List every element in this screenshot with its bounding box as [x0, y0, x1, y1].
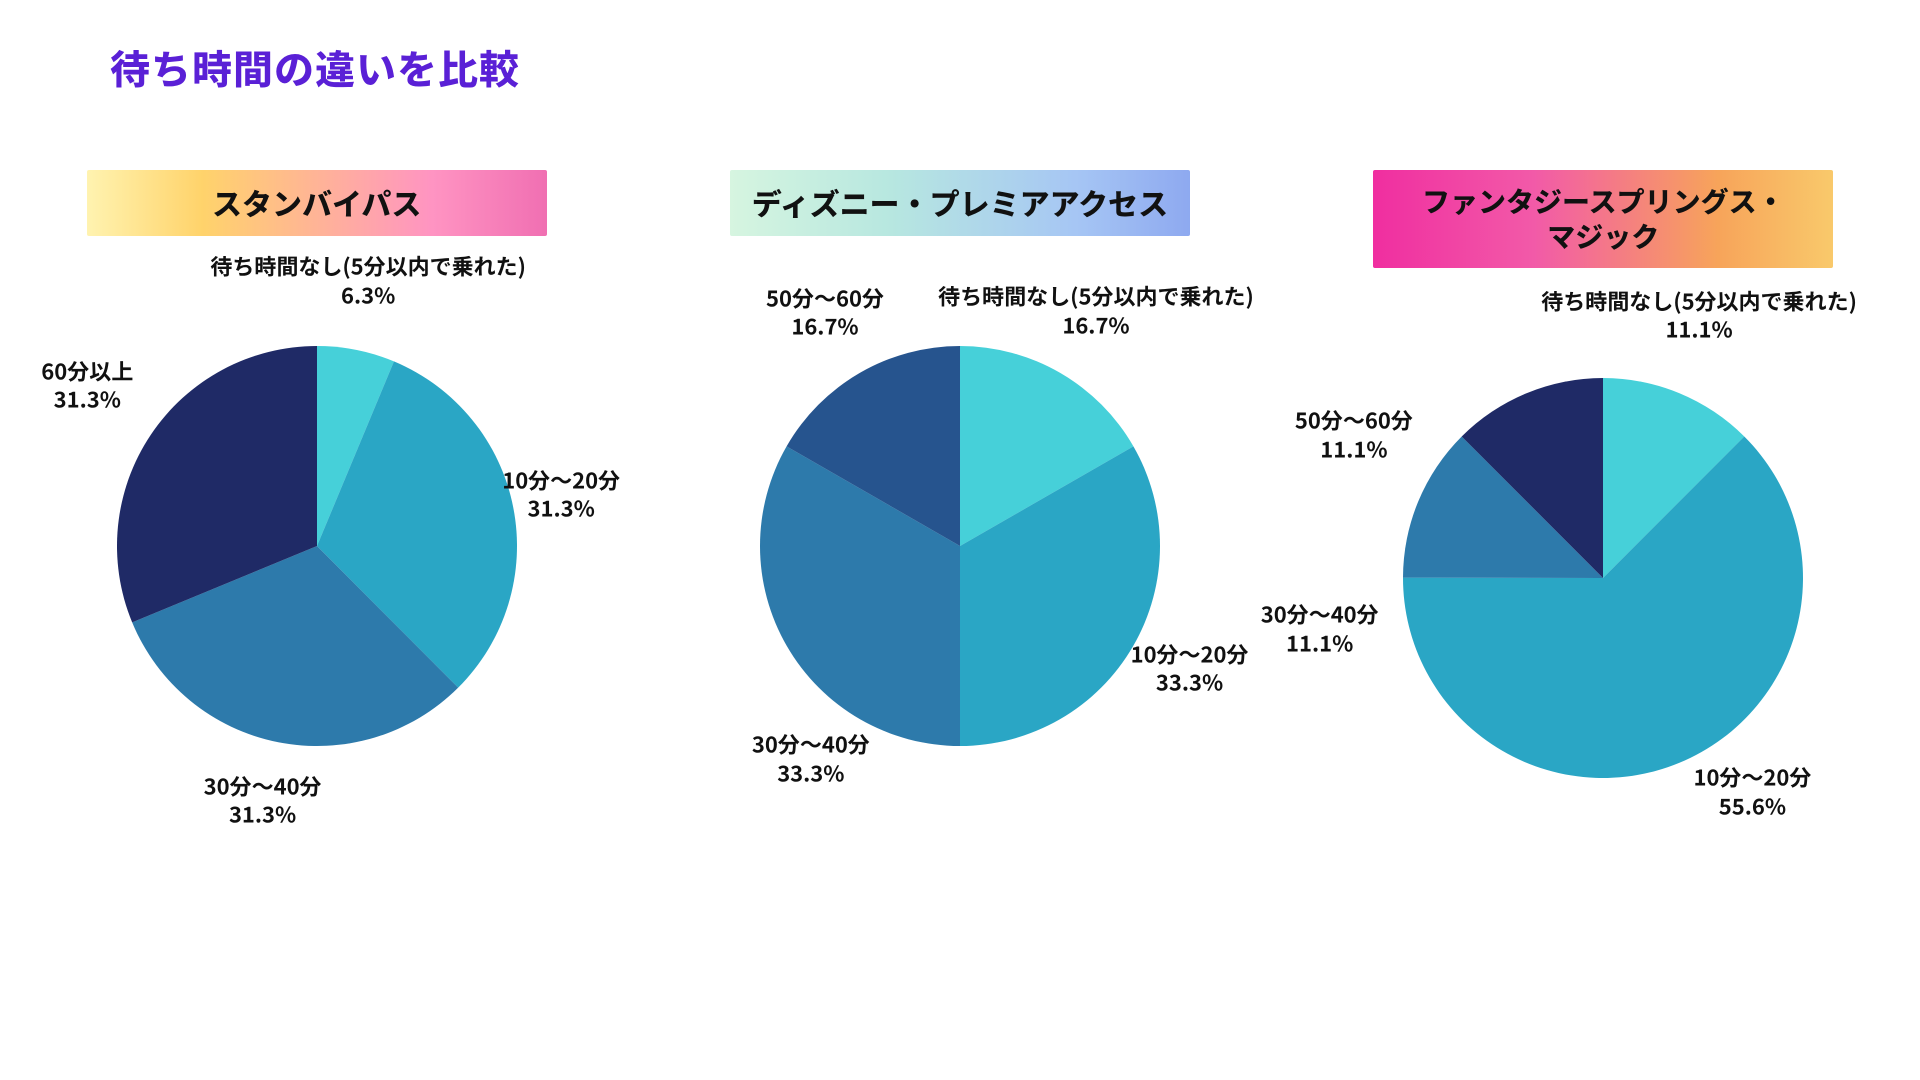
slice-label: 50分〜60分11.1% [1295, 405, 1413, 462]
slice-label: 待ち時間なし(5分以内で乗れた)16.7% [938, 281, 1254, 338]
chart-panel: ファンタジースプリングス・マジック待ち時間なし(5分以内で乗れた)11.1%10… [1287, 170, 1920, 858]
chart-header: スタンバイパス [87, 170, 547, 236]
chart-header: ディズニー・プレミアアクセス [730, 170, 1190, 236]
chart-panel: ディズニー・プレミアアクセス待ち時間なし(5分以内で乗れた)16.7%10分〜2… [643, 170, 1276, 858]
chart-header: ファンタジースプリングス・マジック [1373, 170, 1833, 268]
pie-chart: 待ち時間なし(5分以内で乗れた)16.7%10分〜20分33.3%30分〜40分… [680, 266, 1240, 826]
slice-label: 10分〜20分33.3% [1131, 639, 1249, 696]
slice-label: 10分〜20分55.6% [1693, 762, 1811, 819]
slice-label: 30分〜40分33.3% [752, 730, 870, 787]
page-title: 待ち時間の違いを比較 [110, 38, 520, 96]
slice-label: 待ち時間なし(5分以内で乗れた)6.3% [210, 252, 526, 309]
charts-row: スタンバイパス待ち時間なし(5分以内で乗れた)6.3%10分〜20分31.3%3… [0, 170, 1920, 858]
pie-chart: 待ち時間なし(5分以内で乗れた)6.3%10分〜20分31.3%30分〜40分3… [37, 266, 597, 826]
slice-label: 待ち時間なし(5分以内で乗れた)11.1% [1541, 286, 1857, 343]
pie-chart: 待ち時間なし(5分以内で乗れた)11.1%10分〜20分55.6%30分〜40分… [1323, 298, 1883, 858]
slice-label: 10分〜20分31.3% [502, 465, 620, 522]
slice-label: 50分〜60分16.7% [766, 283, 884, 340]
slice-label: 60分以上31.3% [41, 356, 133, 413]
slice-label: 30分〜40分31.3% [204, 771, 322, 828]
slice-label: 30分〜40分11.1% [1261, 599, 1379, 656]
chart-panel: スタンバイパス待ち時間なし(5分以内で乗れた)6.3%10分〜20分31.3%3… [0, 170, 633, 858]
